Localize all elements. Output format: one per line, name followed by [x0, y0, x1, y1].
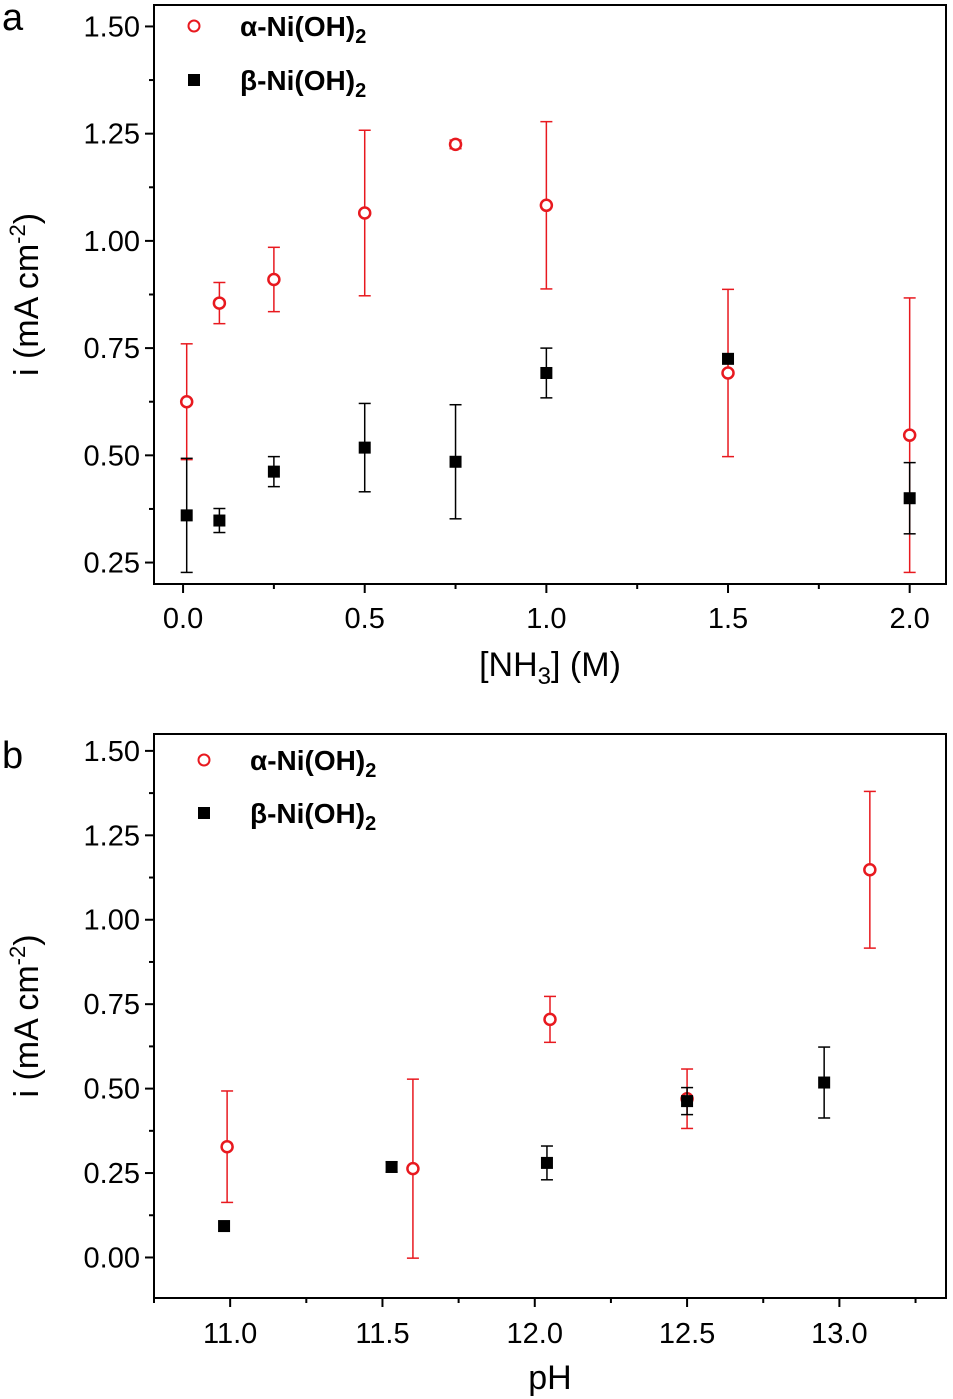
plot-frame [153, 733, 947, 1299]
x-tick-label: 1.5 [708, 603, 748, 635]
data-point [721, 366, 735, 380]
x-tick-label: 2.0 [890, 603, 930, 635]
legend-marker [197, 753, 211, 767]
series-1 [180, 347, 916, 574]
x-tick-label: 0.0 [163, 603, 203, 635]
chart-panel-b: b 11.0 11.5 12.0 12.5 13.0 0.00 0.25 0.50 0.75 1.0… [2, 733, 947, 1397]
data-point [448, 137, 463, 152]
x-tick-label: 1.0 [526, 603, 566, 635]
x-tick-label: 13.0 [811, 1318, 867, 1350]
data-point [449, 455, 462, 468]
y-tick-label: 1.25 [84, 119, 140, 151]
data-point [540, 366, 553, 379]
legend: α-Ni(OH)2 β-Ni(OH)2 [197, 745, 376, 835]
x-tick-label: 11.0 [203, 1318, 257, 1350]
data-point [218, 1220, 231, 1233]
data-point [357, 206, 372, 220]
data-point [267, 465, 280, 478]
panel-letter: a [2, 0, 24, 39]
y-tick-label: 0.75 [84, 989, 140, 1021]
data-point [212, 296, 227, 310]
data-point [543, 1012, 557, 1027]
y-tick-label: 0.75 [84, 333, 140, 365]
data-point [903, 492, 916, 505]
legend-marker [188, 74, 200, 86]
legend-marker [198, 807, 210, 819]
data-point [539, 198, 554, 213]
legend-label: β-Ni(OH)2 [250, 798, 376, 835]
x-axis-title: [NH3] (M) [479, 646, 621, 690]
y-tick-label: 1.25 [84, 820, 140, 852]
legend-label: α-Ni(OH)2 [240, 11, 366, 48]
y-tick-label: 1.00 [84, 226, 140, 258]
legend-label: α-Ni(OH)2 [250, 745, 376, 782]
data-point [179, 394, 194, 409]
data-point [863, 863, 877, 877]
y-tick-label: 0.00 [84, 1242, 140, 1274]
y-tick-label: 0.25 [84, 548, 140, 580]
data-point [358, 441, 371, 454]
legend-marker [187, 19, 201, 33]
data-point [180, 509, 193, 522]
data-point [902, 428, 917, 442]
series-1 [218, 1046, 831, 1233]
chart-panel-a: a 0.0 0.5 1.0 1.5 2.0 0.25 0.50 0.75 1.00 1.25 1.50… [2, 0, 947, 690]
y-tick-label: 1.00 [84, 905, 140, 937]
data-point [385, 1160, 398, 1173]
y-tick-label: 0.50 [84, 1074, 140, 1106]
y-tick-label: 0.25 [84, 1158, 140, 1190]
data-point [681, 1095, 694, 1108]
x-tick-label: 0.5 [345, 603, 385, 635]
y-tick-label: 1.50 [84, 11, 140, 43]
y-axis-title: i (mA cm-2) [5, 213, 46, 376]
x-tick-label: 12.0 [507, 1318, 563, 1350]
x-tick-label: 11.5 [355, 1318, 409, 1350]
y-axis-title: i (mA cm-2) [5, 934, 46, 1097]
legend: α-Ni(OH)2 β-Ni(OH)2 [187, 11, 366, 102]
series-0 [220, 790, 877, 1259]
data-point [213, 514, 226, 527]
y-tick-label: 0.50 [84, 440, 140, 472]
data-point [818, 1076, 831, 1089]
x-axis-title: pH [528, 1359, 571, 1397]
data-point [220, 1139, 234, 1154]
y-tick-label: 1.50 [84, 736, 140, 768]
data-point [406, 1161, 420, 1176]
panel-letter: b [2, 735, 23, 777]
legend-label: β-Ni(OH)2 [240, 65, 366, 102]
data-point [267, 272, 281, 287]
x-tick-label: 12.5 [659, 1318, 715, 1350]
data-point [540, 1156, 553, 1169]
data-point [722, 352, 735, 365]
series-0 [179, 120, 917, 574]
